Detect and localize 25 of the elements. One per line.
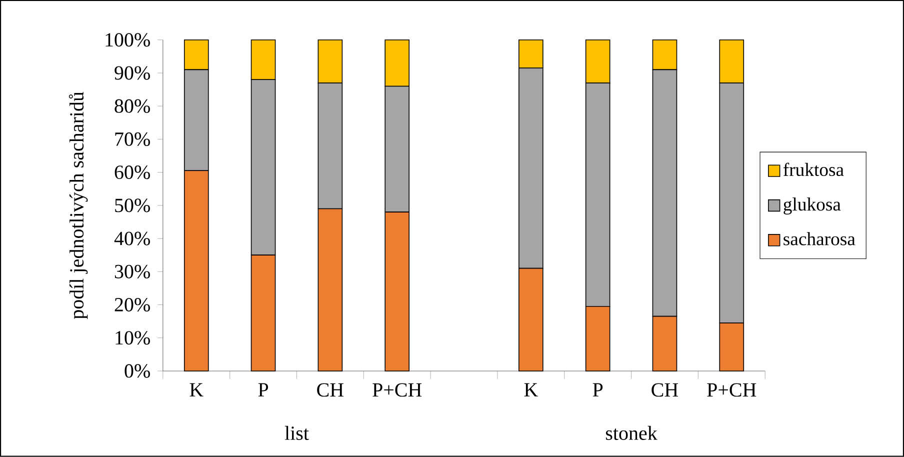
y-tick-label: 80% (114, 99, 150, 113)
legend-label: sacharosa (784, 232, 856, 246)
x-tick-label: P (592, 383, 603, 396)
x-tick-label: P (258, 383, 268, 396)
y-tick-label: 60% (114, 166, 150, 180)
x-tick-label: P+CH (372, 383, 422, 397)
y-tick-label: 0% (124, 364, 150, 378)
y-tick-label: 50% (115, 198, 150, 212)
y-tick-label: 20% (114, 298, 150, 312)
legend-label: glukosa (784, 198, 841, 215)
text: stonek (606, 426, 658, 440)
text: list (284, 426, 309, 440)
y-tick-label: 90% (114, 66, 150, 80)
legend-label: fruktosa (783, 162, 844, 176)
x-tick-label: CH (317, 383, 344, 397)
y-tick-label: 30% (114, 264, 150, 278)
y-tick-label: 70% (115, 132, 150, 146)
y-tick-label: 40% (114, 232, 150, 246)
x-tick-label: P+CH (707, 383, 756, 397)
x-tick-label: K (190, 383, 204, 396)
y-tick-label: 10% (116, 331, 150, 345)
y-axis-title: podíl jednotlivých sacharidů (68, 92, 88, 320)
x-tick-label: K (524, 383, 538, 396)
x-tick-label: CH (652, 383, 678, 397)
y-tick-label: 100% (106, 33, 150, 47)
